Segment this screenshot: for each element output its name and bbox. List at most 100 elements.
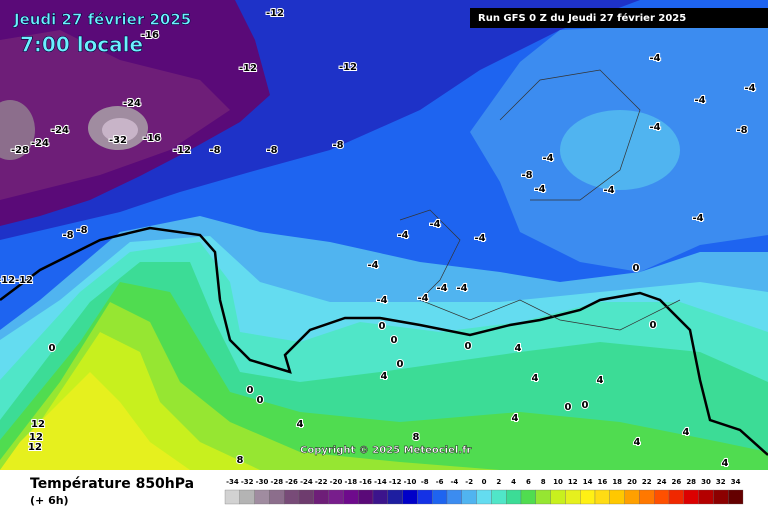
legend-subtitle: (+ 6h) <box>30 494 69 507</box>
contour-label: 8 <box>237 455 244 466</box>
legend-swatch <box>224 489 240 505</box>
legend-swatch <box>594 489 610 505</box>
contour-label: -8 <box>736 125 747 136</box>
legend-label: -32 <box>241 478 254 486</box>
legend-swatch <box>328 489 344 505</box>
legend-label: 16 <box>598 478 608 486</box>
legend-swatch <box>728 489 744 505</box>
contour-label: 4 <box>683 427 690 438</box>
legend-swatch <box>284 489 300 505</box>
contour-label: -4 <box>474 233 485 244</box>
contour-label: -4 <box>603 185 614 196</box>
contour-label: -24 <box>31 138 49 149</box>
contour-label: -4 <box>744 83 755 94</box>
contour-label: 0 <box>379 321 386 332</box>
legend-label: 12 <box>568 478 578 486</box>
legend-swatch <box>254 489 270 505</box>
time: 7:00 locale <box>20 33 143 57</box>
legend-swatch <box>446 489 462 505</box>
contour-label: -4 <box>397 230 408 241</box>
contour-label: -4 <box>367 260 378 271</box>
legend-swatch <box>461 489 477 505</box>
contour-label: 4 <box>532 373 539 384</box>
contour-label: -8 <box>76 225 87 236</box>
contour-label: -4 <box>649 122 660 133</box>
legend-label: -6 <box>436 478 444 486</box>
legend-label: -34 <box>226 478 239 486</box>
temperature-field <box>0 0 768 470</box>
legend-swatch <box>639 489 655 505</box>
contour-label: -4 <box>649 53 660 64</box>
legend-swatch <box>698 489 714 505</box>
contour-label: -8 <box>521 170 532 181</box>
legend-swatch <box>580 489 596 505</box>
contour-label: -8 <box>62 230 73 241</box>
contour-label: -4 <box>376 295 387 306</box>
legend-label: 18 <box>612 478 622 486</box>
legend-label: 34 <box>731 478 741 486</box>
legend-label: -28 <box>270 478 283 486</box>
legend-label: 4 <box>511 478 516 486</box>
contour-label: 0 <box>49 343 56 354</box>
legend-label: -10 <box>404 478 417 486</box>
contour-label: 0 <box>633 263 640 274</box>
contour-label: 4 <box>381 371 388 382</box>
legend-swatch <box>476 489 492 505</box>
legend-label: -4 <box>451 478 459 486</box>
legend-swatch <box>654 489 670 505</box>
contour-label: -4 <box>429 219 440 230</box>
legend-swatch <box>402 489 418 505</box>
legend-label: 28 <box>686 478 696 486</box>
legend-swatch <box>668 489 684 505</box>
contour-label: -12 <box>266 8 284 19</box>
contour-label: 12 <box>28 442 42 453</box>
legend-swatch <box>713 489 729 505</box>
legend-label: -12 <box>389 478 402 486</box>
legend-label: 14 <box>583 478 593 486</box>
legend-label: 8 <box>541 478 546 486</box>
contour-label: 0 <box>257 395 264 406</box>
legend-label: 0 <box>482 478 487 486</box>
contour-label: -12 <box>339 62 357 73</box>
run-banner <box>470 8 768 28</box>
legend-label: 10 <box>553 478 563 486</box>
legend-swatch <box>387 489 403 505</box>
contour-label: -32 <box>109 135 127 146</box>
legend-swatch <box>520 489 536 505</box>
copyright: Copyright © 2025 Meteociel.fr <box>300 445 471 456</box>
legend-swatch <box>491 489 507 505</box>
legend-label: 22 <box>642 478 652 486</box>
legend-swatch <box>372 489 388 505</box>
contour-label: 0 <box>465 341 472 352</box>
contour-label: -16 <box>143 133 161 144</box>
legend-label: -20 <box>330 478 343 486</box>
legend-label: 26 <box>672 478 682 486</box>
legend-label: -2 <box>465 478 473 486</box>
contour-label: -16 <box>141 30 159 41</box>
contour-label: -28 <box>11 145 29 156</box>
contour-label: 4 <box>512 413 519 424</box>
contour-label: 4 <box>634 437 641 448</box>
legend-label: 2 <box>496 478 501 486</box>
contour-label: -24 <box>51 125 69 136</box>
legend-label: -16 <box>359 478 372 486</box>
contour-label: 8 <box>413 432 420 443</box>
contour-label: 12 <box>29 432 43 443</box>
legend-swatch <box>550 489 566 505</box>
contour-label: 4 <box>722 458 729 469</box>
contour-label: -12 <box>173 145 191 156</box>
run-info: Run GFS 0 Z du Jeudi 27 février 2025 <box>478 12 686 24</box>
legend-title: Température 850hPa <box>30 476 194 492</box>
contour-label: -4 <box>692 213 703 224</box>
legend-swatch <box>565 489 581 505</box>
contour-label: 4 <box>515 343 522 354</box>
contour-label: -12 <box>239 63 257 74</box>
contour-label: 0 <box>391 335 398 346</box>
contour-label: -4 <box>694 95 705 106</box>
contour-label: 0 <box>247 385 254 396</box>
contour-label: -12 <box>15 275 33 286</box>
legend-swatch <box>417 489 433 505</box>
legend-swatch <box>343 489 359 505</box>
legend-swatch <box>269 489 285 505</box>
